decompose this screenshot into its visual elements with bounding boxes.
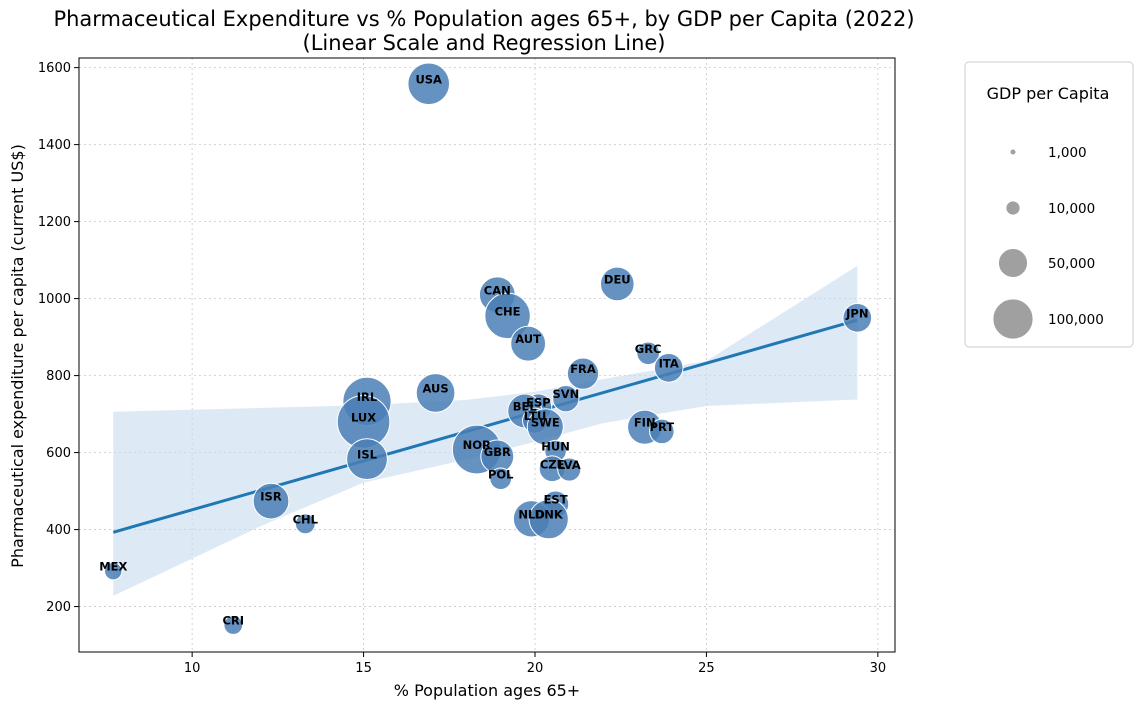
point-label-gbr: GBR (484, 445, 511, 459)
point-label-jpn: JPN (845, 306, 868, 320)
data-point-ita (653, 353, 684, 383)
data-point-isr (252, 482, 290, 520)
data-point-usa (407, 62, 451, 106)
data-point-cri (223, 615, 244, 635)
point-label-svn: SVN (552, 387, 579, 401)
point-label-pol: POL (488, 467, 514, 481)
x-tick-label: 20 (527, 661, 544, 676)
x-axis-ticks: 10 15 20 25 30 (184, 652, 886, 676)
point-label-che: CHE (495, 304, 521, 318)
x-axis-label: % Population ages 65+ (394, 681, 580, 700)
point-label-est: EST (544, 493, 568, 507)
data-point-mex (104, 561, 123, 581)
y-tick-label: 1600 (38, 61, 71, 76)
y-tick-label: 400 (46, 523, 71, 538)
x-tick-label: 10 (184, 661, 201, 676)
point-label-cri: CRI (222, 614, 244, 628)
point-label-nor: NOR (463, 438, 491, 452)
point-label-lux: LUX (351, 410, 376, 424)
scatter-points (104, 62, 873, 635)
y-tick-label: 1200 (38, 215, 71, 230)
legend-label: 100,000 (1048, 312, 1104, 328)
data-point-svn (552, 385, 580, 413)
data-point-che (484, 292, 531, 340)
data-point-jpn (842, 303, 873, 333)
point-label-prt: PRT (650, 420, 675, 434)
point-label-deu: DEU (604, 272, 631, 286)
point-label-irl: IRL (357, 390, 378, 404)
y-tick-label: 1000 (38, 292, 71, 307)
data-point-fra (566, 357, 600, 390)
point-label-aut: AUT (515, 332, 541, 346)
point-label-cze: CZE (540, 457, 565, 471)
data-point-isl (346, 438, 388, 481)
legend-marker (992, 298, 1034, 340)
legend-title: GDP per Capita (987, 84, 1110, 103)
point-label-fin: FIN (634, 416, 656, 430)
data-point-aus (415, 373, 456, 413)
plot-frame (78, 57, 896, 653)
data-point-swe (526, 408, 564, 446)
y-tick-label: 800 (46, 369, 71, 384)
legend: GDP per Capita 1,000 10,000 50,000 100,000 (964, 61, 1134, 348)
chart-subtitle: (Linear Scale and Regression Line) (303, 31, 666, 55)
x-tick-label: 25 (698, 661, 715, 676)
data-point-deu (599, 266, 635, 302)
data-point-pol (489, 467, 513, 491)
point-label-nld: NLD (518, 507, 545, 521)
point-label-ltu: LTU (524, 409, 547, 423)
point-label-isl: ISL (357, 448, 378, 462)
y-axis-ticks: 200 400 600 800 1000 1200 1400 1600 (38, 61, 79, 615)
legend-label: 10,000 (1048, 201, 1095, 217)
x-tick-label: 15 (355, 661, 372, 676)
legend-marker (997, 247, 1029, 279)
legend-label: 1,000 (1048, 145, 1087, 161)
data-point-lva (557, 457, 582, 482)
point-label-hun: HUN (541, 440, 570, 454)
chart-title: Pharmaceutical Expenditure vs % Populati… (53, 7, 914, 31)
y-tick-label: 200 (46, 600, 71, 615)
y-axis-label: Pharmaceutical expenditure per capita (c… (8, 144, 27, 568)
point-label-ita: ITA (659, 356, 679, 370)
data-point-dnk (528, 499, 569, 540)
point-label-fra: FRA (570, 362, 596, 376)
legend-marker (1005, 200, 1021, 216)
data-point-grc (636, 341, 660, 366)
point-label-chl: CHL (293, 512, 319, 526)
legend-marker (1009, 148, 1017, 156)
point-label-can: CAN (484, 283, 511, 297)
point-label-usa: USA (415, 72, 442, 86)
data-point-prt (649, 418, 675, 445)
point-label-swe: SWE (531, 415, 560, 429)
point-label-grc: GRC (635, 342, 662, 356)
data-point-aut (510, 325, 547, 362)
point-label-dnk: DNK (535, 508, 564, 522)
legend-label: 50,000 (1048, 256, 1095, 272)
data-point-chl (294, 513, 316, 535)
point-label-isr: ISR (260, 490, 282, 504)
y-tick-label: 600 (46, 446, 71, 461)
point-label-esp: ESP (526, 396, 551, 410)
point-label-lva: LVA (558, 458, 581, 472)
x-tick-label: 30 (870, 661, 887, 676)
point-label-bel: BEL (513, 400, 538, 414)
point-label-mex: MEX (99, 560, 127, 574)
y-tick-label: 1400 (38, 138, 71, 153)
point-label-aus: AUS (422, 381, 448, 395)
